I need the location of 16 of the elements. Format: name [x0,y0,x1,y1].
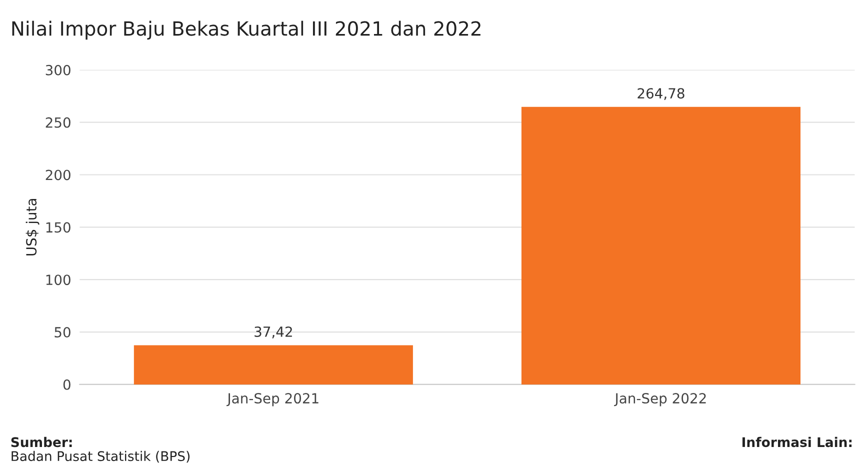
y-tick-label: 150 [46,222,70,233]
y-axis-title: US$ juta [26,199,40,256]
text: Sumber: [11,436,72,448]
y-tick-label: 0 [63,379,70,390]
x-tick-label: Jan-Sep 2021 [226,393,318,406]
y-tick-label: 300 [46,64,70,76]
y-tick-label: 250 [46,117,70,128]
y-tick-label: 100 [46,274,70,286]
y-tick-label: 200 [46,170,70,180]
text: Informasi Lain: [742,436,852,448]
y-tick-label: 50 [54,326,70,338]
chart-title: Nilai Impor Baju Bekas Kuartal III 2021 dan 2022 [12,20,480,40]
x-tick-label: Jan-Sep 2022 [614,393,706,406]
text: Badan Pusat Statistik (BPS) [12,450,190,463]
data-label: 264,78 [638,88,684,100]
data-label: 37,42 [254,326,292,338]
